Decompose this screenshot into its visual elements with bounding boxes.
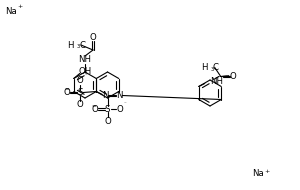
Text: C: C: [79, 40, 85, 50]
Text: O: O: [116, 105, 123, 113]
Text: OH: OH: [78, 67, 92, 76]
Text: S: S: [105, 105, 110, 113]
Text: C: C: [213, 63, 219, 72]
Text: O: O: [64, 88, 70, 97]
Text: S: S: [77, 88, 83, 97]
Text: +: +: [17, 4, 22, 9]
Text: =: =: [64, 88, 69, 93]
Text: ⁻: ⁻: [124, 101, 126, 106]
Text: H: H: [68, 40, 74, 50]
Text: O: O: [230, 72, 236, 81]
Text: NH: NH: [210, 77, 223, 86]
Text: 3: 3: [211, 67, 214, 72]
Text: NH: NH: [79, 55, 92, 64]
Text: O: O: [104, 116, 111, 126]
Text: O: O: [91, 105, 98, 113]
Text: O: O: [90, 32, 96, 41]
Text: Na: Na: [252, 169, 264, 178]
Text: ⁻: ⁻: [84, 74, 87, 78]
Text: O: O: [77, 76, 84, 85]
Text: H: H: [201, 63, 208, 72]
Text: N: N: [116, 91, 122, 100]
Text: +: +: [264, 169, 269, 174]
Text: Na: Na: [5, 7, 17, 16]
Text: 3: 3: [77, 44, 80, 50]
Text: N: N: [102, 91, 109, 100]
Text: =: =: [92, 104, 96, 109]
Text: O: O: [77, 100, 84, 109]
